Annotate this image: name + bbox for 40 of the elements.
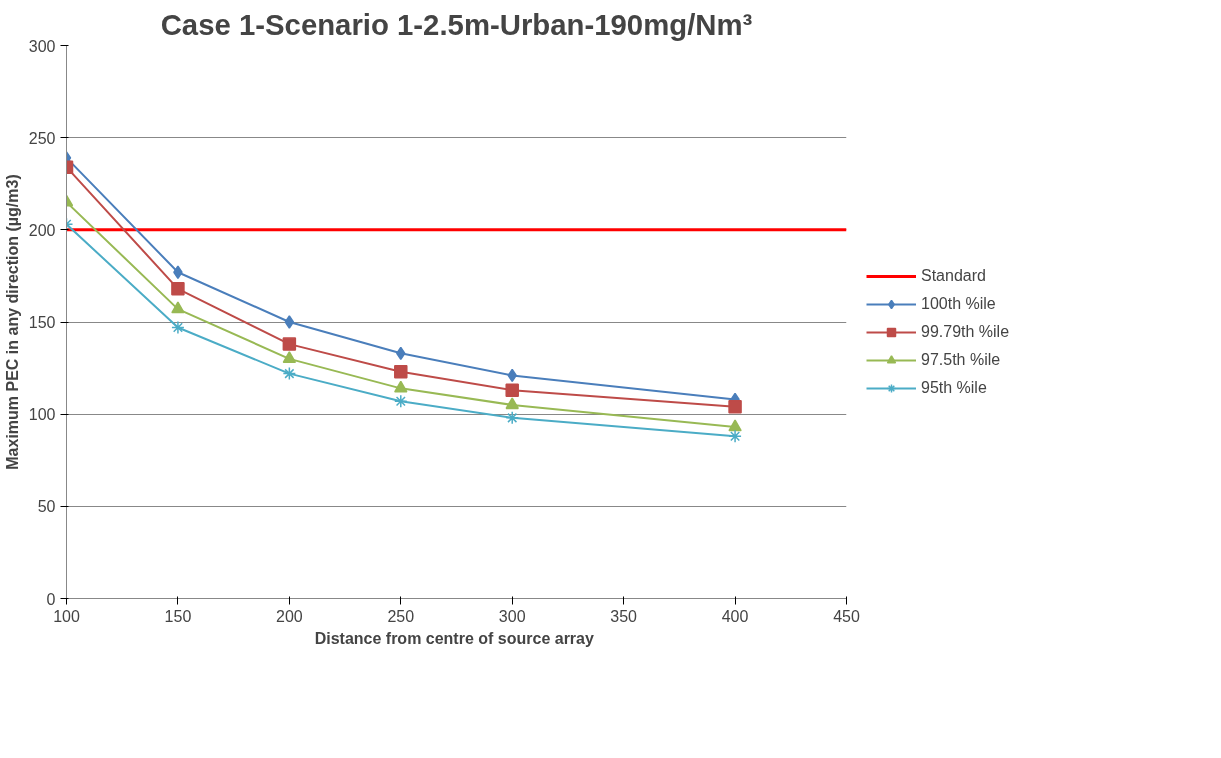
- point: [728, 400, 742, 414]
- x-tick-label: 150: [164, 607, 192, 625]
- legend-label: 100th %ile: [921, 295, 996, 313]
- point: [505, 411, 519, 425]
- x-tick-label: 300: [498, 607, 526, 625]
- point: [171, 320, 185, 335]
- y-tick-label: 300: [28, 37, 56, 55]
- legend-label: 95th %ile: [921, 379, 987, 397]
- y-tick-label: 100: [28, 406, 56, 424]
- y-tick-label: 150: [28, 314, 56, 331]
- point: [171, 301, 185, 314]
- point: [505, 397, 519, 410]
- y-tick-label: 200: [28, 221, 56, 239]
- x-tick-label: 450: [833, 607, 860, 625]
- point: [282, 337, 297, 351]
- point: [284, 315, 295, 329]
- point: [282, 351, 297, 364]
- y-tick-label: 50: [37, 498, 56, 516]
- point: [394, 380, 408, 393]
- point: [171, 282, 185, 296]
- legend-label: Standard: [921, 267, 986, 285]
- x-tick-label: 400: [721, 607, 749, 625]
- point: [728, 429, 742, 444]
- point: [728, 419, 742, 432]
- point: [394, 365, 408, 379]
- y-axis-title: Maximum PEC in any direction (µg/m3): [3, 174, 21, 470]
- point: [282, 366, 297, 381]
- point: [505, 383, 519, 397]
- legend-label: 99.79th %ile: [921, 323, 1010, 341]
- chart-title: Case 1-Scenario 1-2.5m-Urban-190mg/Nm³: [160, 7, 753, 41]
- y-tick-label: 250: [28, 129, 56, 147]
- x-tick-label: 250: [387, 607, 415, 625]
- legend-label: 97.5th %ile: [921, 351, 1001, 369]
- x-tick-label: 200: [276, 607, 303, 625]
- y-tick-label: 0: [46, 590, 56, 608]
- point: [173, 265, 183, 279]
- x-axis-title: Distance from centre of source array: [314, 629, 594, 647]
- point: [394, 394, 408, 409]
- x-tick-label: 100: [53, 607, 80, 625]
- x-tick-label: 350: [610, 607, 638, 625]
